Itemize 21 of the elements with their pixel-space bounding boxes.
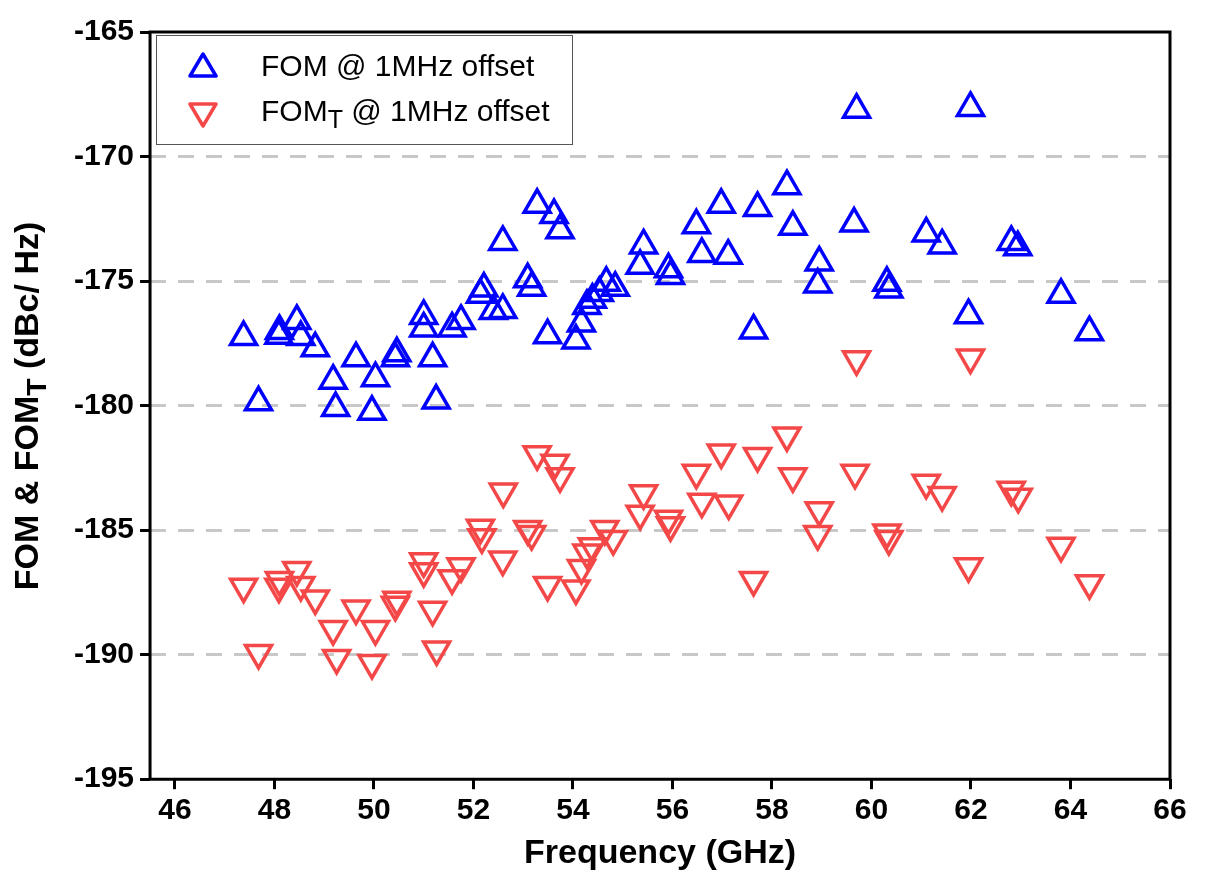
x-tick-label: 66 — [1153, 792, 1187, 826]
x-tick-label: 52 — [456, 792, 491, 826]
x-tick-label: 62 — [954, 792, 988, 826]
x-tick-label: 60 — [854, 792, 889, 826]
x-tick-label: 56 — [655, 792, 690, 826]
y-tick-label: -185 — [74, 511, 135, 545]
y-tick-label: -190 — [74, 635, 135, 669]
legend-label: FOM @ 1MHz offset — [261, 49, 535, 83]
x-tick-label: 48 — [257, 792, 292, 826]
x-tick-label: 46 — [158, 792, 192, 826]
y-tick-label: -165 — [74, 13, 135, 47]
x-tick-label: 58 — [755, 792, 789, 826]
x-tick-label: 64 — [1053, 792, 1088, 826]
y-tick-label: -180 — [74, 386, 135, 420]
y-tick-label: -195 — [74, 760, 135, 794]
x-axis-title: Frequency (GHz) — [524, 831, 797, 870]
y-tick-label: -170 — [74, 137, 135, 171]
y-tick-label: -175 — [74, 262, 135, 296]
x-tick-label: 54 — [556, 792, 590, 826]
legend-label: FOM$_{T}$ @ 1MHz offset — [261, 94, 550, 134]
x-tick-label: 50 — [357, 792, 391, 826]
